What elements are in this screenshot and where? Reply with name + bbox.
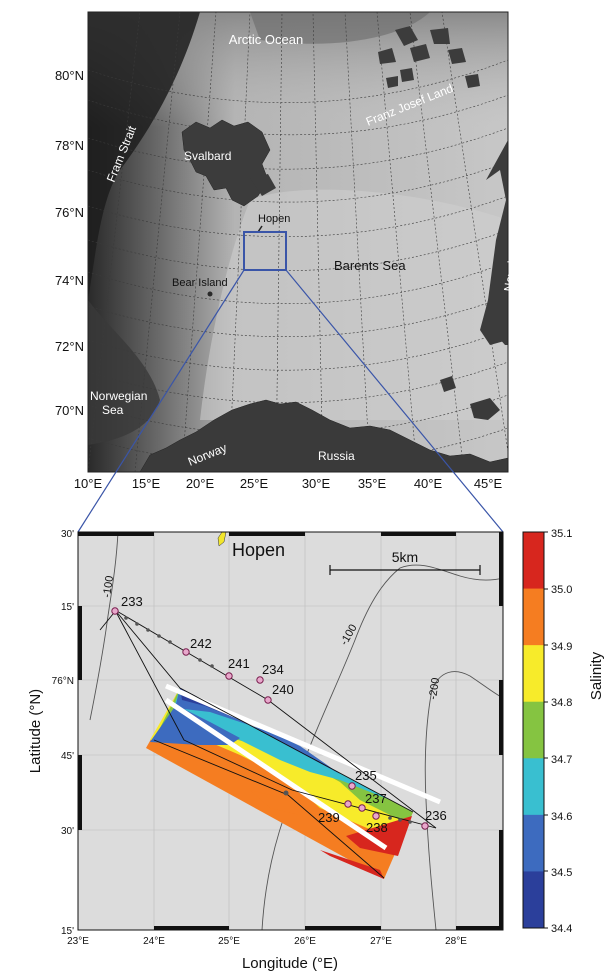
colorbar-tick: 34.9 [551, 641, 572, 653]
graticule [88, 12, 508, 472]
colorbar-block [523, 588, 544, 646]
scale-bar-label: 5km [392, 549, 418, 565]
station-label: 241 [228, 656, 250, 671]
lon-label: 40°E [414, 476, 443, 491]
station-label: 235 [355, 768, 377, 783]
lon-tick: 26°E [294, 936, 316, 947]
station-marker-235 [348, 782, 356, 790]
label-arctic-ocean: Arctic Ocean [229, 32, 303, 47]
lat-label: 72°N [55, 339, 84, 354]
transect-line-2 [164, 697, 388, 851]
station-marker-237 [358, 804, 366, 812]
station-label: 242 [190, 636, 212, 651]
lon-label: 20°E [186, 476, 215, 491]
detail-map-background [78, 532, 503, 930]
label-bear-island: Bear Island [172, 277, 228, 289]
station-marker-239 [344, 800, 352, 808]
station-marker-238 [372, 812, 380, 820]
label-norwegian-sea-1: Norwegian [90, 389, 147, 403]
lat-tick: 45' [61, 751, 74, 762]
lat-tick: 15' [61, 926, 74, 937]
station-marker-242 [182, 648, 190, 656]
station-label: 239 [318, 810, 340, 825]
lat-tick: 30' [61, 826, 74, 837]
bear-island-marker [207, 291, 213, 297]
colorbar-tick: 34.5 [551, 867, 572, 879]
colorbar-tick: 35.0 [551, 584, 572, 596]
station-label: 240 [272, 682, 294, 697]
station-marker-241 [225, 672, 233, 680]
mainland-landmass [139, 399, 508, 472]
lon-label: 35°E [358, 476, 387, 491]
lon-tick: 23°E [67, 936, 89, 947]
station-markers [111, 607, 429, 830]
contour-label: -200 [427, 677, 442, 700]
lon-tick: 24°E [143, 936, 165, 947]
colorbar: 35.1 35.0 34.9 34.8 34.7 34.6 34.5 34.4 … [522, 528, 605, 935]
scale-bar: 5km [329, 549, 481, 575]
label-norwegian-sea-2: Sea [102, 403, 124, 417]
lat-label: 80°N [55, 68, 84, 83]
y-axis-label: Latitude (°N) [27, 689, 44, 773]
lon-label: 10°E [74, 476, 103, 491]
colorbar-label: Salinity [588, 651, 605, 700]
zoom-line-left [77, 269, 245, 533]
detail-map: 5km Hopen -100 -100 -200 233 242 241 234… [27, 529, 504, 972]
station-label: 236 [425, 808, 447, 823]
colorbar-tick: 35.1 [551, 528, 572, 540]
lat-label: 74°N [55, 273, 84, 288]
lat-label: 76°N [55, 205, 84, 220]
colorbar-tick: 34.8 [551, 697, 572, 709]
lon-label: 15°E [132, 476, 161, 491]
x-axis-label: Longitude (°E) [242, 955, 338, 972]
colorbar-block [523, 758, 544, 816]
depth-contours [89, 532, 503, 930]
hopen-island [217, 532, 227, 547]
colorbar-block [523, 701, 544, 759]
lat-tick: 15' [61, 602, 74, 613]
station-label: 238 [366, 820, 388, 835]
colorbar-block [523, 532, 544, 590]
station-label: 237 [365, 791, 387, 806]
lon-label: 45°E [474, 476, 503, 491]
lat-label: 70°N [55, 403, 84, 418]
colorbar-block [523, 645, 544, 703]
franz-josef-islands [378, 26, 480, 88]
detail-title-hopen: Hopen [232, 540, 285, 560]
lat-tick: 76°N [52, 676, 74, 687]
lon-tick: 28°E [445, 936, 467, 947]
lon-tick: 27°E [370, 936, 392, 947]
track-dots [124, 616, 412, 824]
colorbar-block [523, 871, 544, 929]
contour-label: -100 [101, 575, 116, 598]
lat-label: 78°N [55, 138, 84, 153]
station-marker-240 [264, 696, 272, 704]
lon-tick: 25°E [218, 936, 240, 947]
colorbar-frame [522, 531, 545, 929]
station-label: 233 [121, 594, 143, 609]
station-marker-233 [111, 607, 119, 615]
study-area-box [243, 231, 287, 271]
label-russia: Russia [318, 449, 355, 463]
lon-label: 25°E [240, 476, 269, 491]
station-marker-234 [256, 676, 264, 684]
label-svalbard: Svalbard [184, 149, 231, 163]
colorbar-tick: 34.7 [551, 754, 572, 766]
colorbar-block [523, 814, 544, 872]
lat-tick: 30' [61, 529, 74, 540]
zoom-line-right [285, 269, 504, 533]
station-marker-236 [421, 822, 429, 830]
lon-label: 30°E [302, 476, 331, 491]
colorbar-blocks [523, 532, 544, 929]
label-barents-sea: Barents Sea [334, 258, 406, 273]
station-label: 234 [262, 662, 284, 677]
colorbar-tick: 34.4 [551, 923, 572, 935]
colorbar-tick: 34.6 [551, 811, 572, 823]
frame-ticks [78, 532, 503, 930]
label-hopen: Hopen [258, 213, 290, 225]
overview-map: Arctic Ocean Fram Strait Svalbard Franz … [55, 11, 526, 533]
